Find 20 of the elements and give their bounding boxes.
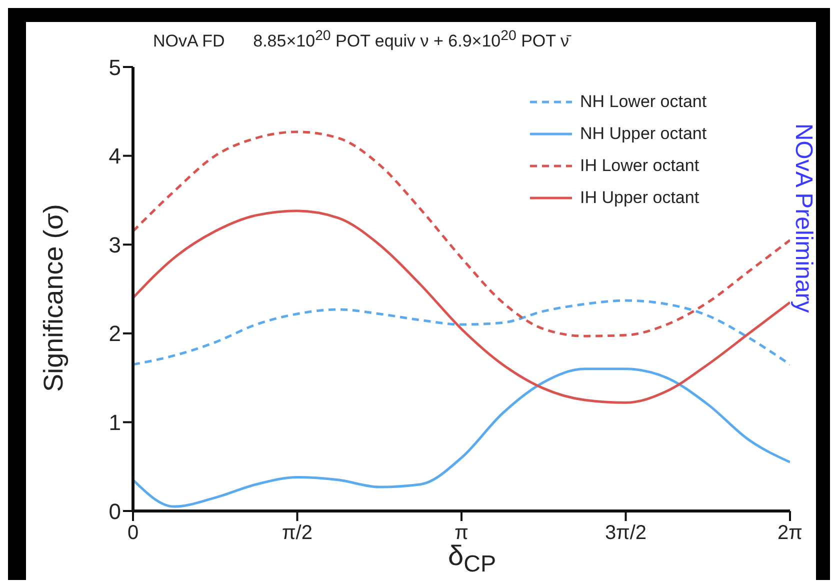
y-tick-label: 0 xyxy=(108,498,121,524)
x-tick-label: π/2 xyxy=(282,522,312,544)
x-tick-label: 3π/2 xyxy=(604,522,647,544)
legend-label: IH Lower octant xyxy=(580,156,700,176)
line-series xyxy=(133,368,790,508)
y-axis-title: Significance (σ) xyxy=(38,204,70,392)
y-tick-label: 1 xyxy=(108,410,121,436)
chart-title: NOvA FD 8.85×10$^{20}$ POT equiv ν + 6.9×10$^{20}$ POT ν̄ xyxy=(153,28,569,52)
legend-label: IH Upper octant xyxy=(580,188,700,208)
y-tick-label: 2 xyxy=(108,321,121,346)
y-tick-label: 3 xyxy=(108,232,121,258)
line-series xyxy=(133,210,790,404)
annotation: NOvA Preliminary xyxy=(789,123,817,313)
x-tick-label: 0 xyxy=(127,522,139,544)
legend-label: NH Upper octant xyxy=(580,124,707,144)
line-series xyxy=(133,299,790,366)
legend-label: NH Lower octant xyxy=(580,92,707,112)
y-tick-label: 5 xyxy=(108,54,121,80)
y-tick-label: 4 xyxy=(108,144,121,169)
x-tick-label: 2π xyxy=(778,522,802,544)
